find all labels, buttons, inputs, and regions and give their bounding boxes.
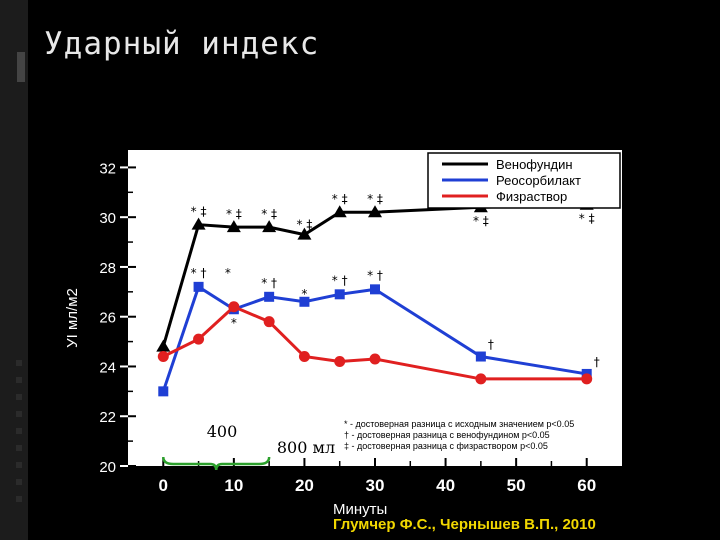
- footnote: ‡ - достоверная разница с физраствором р…: [344, 441, 548, 451]
- slide-decoration-mark: [17, 52, 25, 82]
- significance-marker: *: [301, 287, 307, 301]
- significance-marker: * †: [261, 276, 277, 290]
- data-point-square: [475, 351, 486, 362]
- legend-entry: Физраствор: [496, 189, 567, 204]
- data-point-square: [334, 289, 345, 300]
- data-point-triangle: [262, 220, 277, 233]
- data-point-circle: [157, 351, 169, 363]
- data-point-square: [370, 284, 380, 295]
- y-tick-label: 22: [99, 409, 116, 426]
- slide-decoration-bar: [0, 0, 28, 540]
- significance-marker: * ‡: [297, 218, 313, 232]
- data-point-circle: [334, 355, 346, 367]
- data-point-circle: [581, 373, 593, 385]
- y-tick-label: 30: [99, 210, 116, 227]
- significance-marker: * ‡: [191, 205, 207, 219]
- y-axis-label: УI мл/м2: [64, 288, 81, 348]
- significance-marker: * ‡: [367, 192, 383, 206]
- x-tick-label: 30: [366, 476, 385, 495]
- data-point-triangle: [297, 227, 312, 240]
- significance-marker: * ‡: [226, 207, 242, 221]
- data-point-circle: [298, 351, 310, 363]
- significance-marker: *: [225, 266, 231, 280]
- data-point-triangle: [368, 205, 382, 218]
- data-point-square: [193, 281, 204, 292]
- slide-title: Ударный индекс: [44, 26, 320, 62]
- data-point-circle: [193, 333, 205, 345]
- data-point-circle: [263, 316, 275, 328]
- data-point-circle: [369, 353, 381, 365]
- x-tick-label: 40: [436, 476, 455, 495]
- legend-entry: Венофундин: [496, 157, 573, 172]
- data-point-triangle: [156, 339, 171, 352]
- data-point-triangle: [226, 220, 241, 233]
- data-point-circle: [475, 373, 487, 385]
- footnote: * - достоверная разница с исходным значе…: [344, 419, 574, 429]
- data-point-circle: [228, 301, 240, 313]
- x-tick-label: 10: [224, 476, 243, 495]
- volume-label-400: 400: [207, 422, 238, 441]
- data-point-triangle: [332, 205, 347, 218]
- significance-marker: * †: [367, 268, 383, 282]
- significance-marker: †: [488, 338, 494, 352]
- y-tick-label: 20: [99, 459, 116, 476]
- volume-label-800: 800 мл: [277, 438, 335, 457]
- y-tick-label: 24: [99, 359, 116, 376]
- significance-marker: *: [231, 316, 237, 330]
- data-point-triangle: [191, 217, 206, 230]
- y-tick-label: 26: [99, 310, 116, 327]
- legend-entry: Реосорбилакт: [496, 173, 581, 188]
- y-tick-label: 32: [99, 160, 116, 177]
- significance-marker: * †: [332, 273, 348, 287]
- footnote: † - достоверная разница с венофундином р…: [344, 430, 550, 440]
- x-tick-label: 60: [577, 476, 596, 495]
- x-tick-label: 0: [159, 476, 168, 495]
- volume-brace: [162, 456, 271, 471]
- significance-marker: †: [594, 355, 600, 369]
- y-tick-label: 28: [99, 260, 116, 277]
- significance-marker: * ‡: [579, 212, 595, 226]
- x-tick-label: 50: [507, 476, 526, 495]
- significance-marker: * †: [191, 266, 207, 280]
- slide-decoration-dots: [16, 360, 22, 513]
- data-point-square: [299, 296, 310, 307]
- x-tick-label: 20: [295, 476, 314, 495]
- x-axis-label: Минуты: [333, 501, 387, 518]
- data-point-square: [158, 386, 169, 397]
- significance-marker: * ‡: [261, 207, 277, 221]
- significance-marker: * ‡: [473, 214, 489, 228]
- citation-text: Глумчер Ф.С., Чернышев В.П., 2010: [333, 516, 596, 533]
- data-point-square: [264, 291, 275, 302]
- significance-marker: * ‡: [332, 192, 348, 206]
